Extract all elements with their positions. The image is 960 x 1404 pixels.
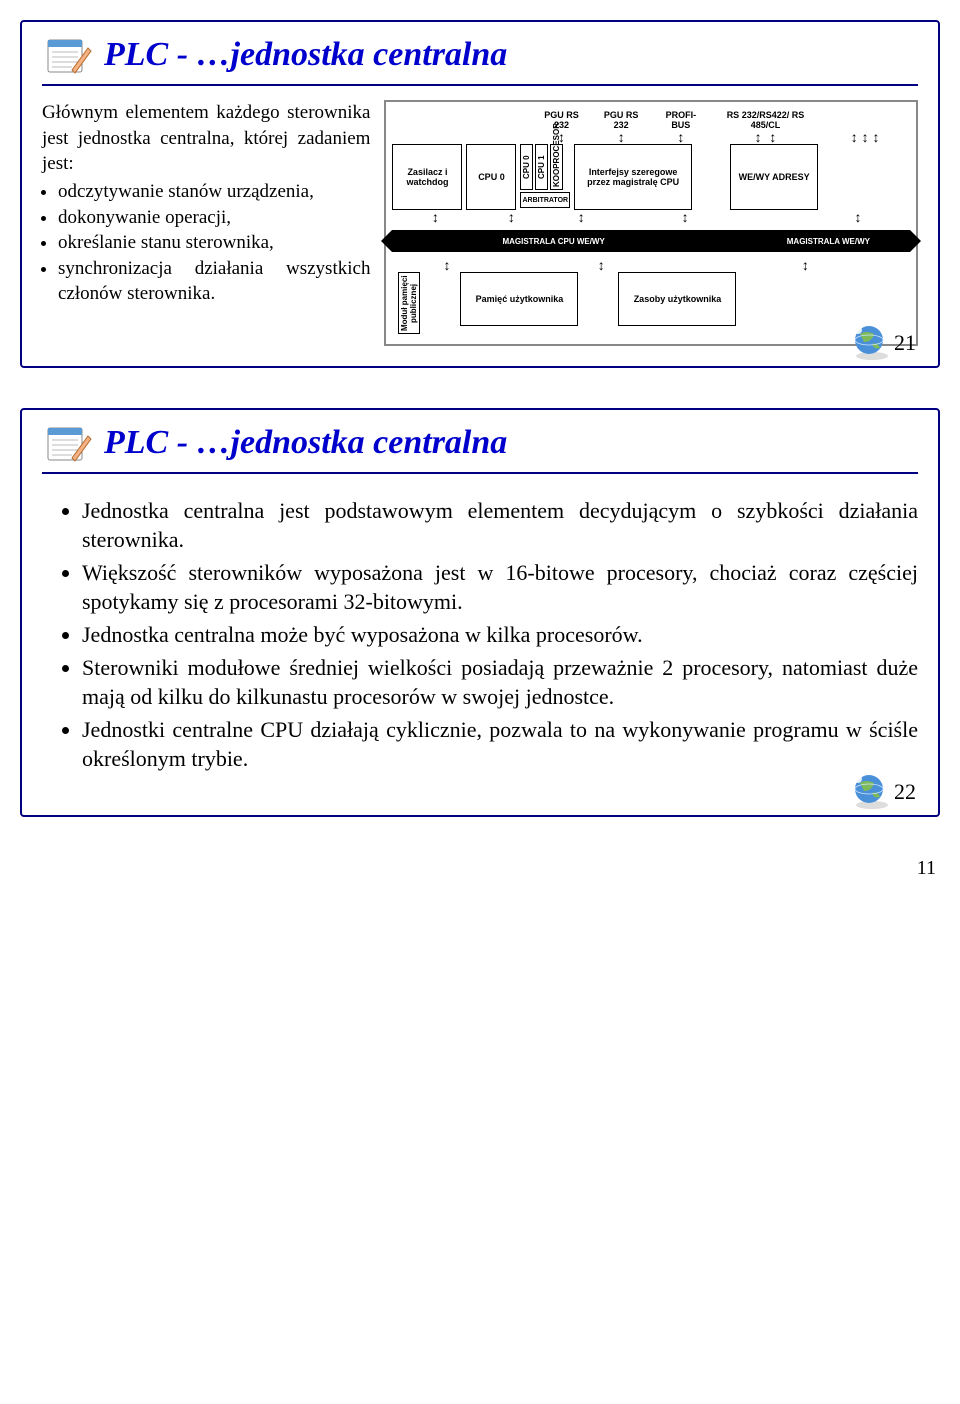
slide1-body: Głównym elementem każdego sterownika jes… — [42, 100, 918, 346]
slide-title: PLC - …jednostka centralna — [104, 424, 507, 462]
page-number: 21 — [894, 330, 916, 356]
arrow-row-mid: ↕ ↕ ↕ ↕ ↕ — [392, 212, 910, 222]
intro-text: Głównym elementem każdego sterownika jes… — [42, 102, 370, 174]
top-label: PROFI- BUS — [661, 110, 701, 130]
notepad-icon — [42, 422, 92, 464]
arrow-row-top: ↕ ↕ ↕ ↕ ↕ ↕ ↕ ↕ — [392, 132, 910, 142]
intro-bullet: odczytywanie stanów urządzenia, — [58, 179, 370, 205]
bullet-item: Większość sterowników wyposażona jest w … — [82, 558, 918, 616]
slide-1: PLC - …jednostka centralna Głównym eleme… — [20, 20, 940, 368]
intro-bullet: dokonywanie operacji, — [58, 205, 370, 231]
page-number: 22 — [894, 779, 916, 805]
globe-icon — [848, 320, 890, 362]
slide2-bullets: Jednostka centralna jest podstawowym ele… — [42, 496, 918, 773]
notepad-icon — [42, 34, 92, 76]
title-row: PLC - …jednostka centralna — [42, 422, 918, 474]
slide-2: PLC - …jednostka centralna Jednostka cen… — [20, 408, 940, 817]
box-zasilacz: Zasilacz i watchdog — [392, 144, 462, 210]
box-cpu0: CPU 0 — [466, 144, 516, 210]
bullet-item: Sterowniki modułowe średniej wielkości p… — [82, 653, 918, 711]
box-koprocesor: KOOPROCESOR — [550, 144, 563, 190]
cpu-block-diagram: PGU RS 232 PGU RS 232 PROFI- BUS RS 232/… — [384, 100, 918, 346]
box-cpu0v: CPU 0 — [520, 144, 533, 190]
intro-bullet: synchronizacja działania wszystkich czło… — [58, 256, 370, 307]
box-arbitrator: ARBITRATOR — [520, 192, 570, 208]
bus-label-right: MAGISTRALA WE/WY — [787, 237, 870, 246]
top-label: RS 232/RS422/ RS 485/CL — [720, 110, 810, 130]
diagram-row-1: Zasilacz i watchdog CPU 0 CPU 0 CPU 1 KO… — [392, 144, 910, 210]
diagram-row-2: Moduł pamięci publicznej Pamięć użytkown… — [392, 272, 910, 334]
bus-bar: MAGISTRALA CPU WE/WY MAGISTRALA WE/WY — [392, 230, 910, 252]
intro-bullets: odczytywanie stanów urządzenia, dokonywa… — [42, 179, 370, 307]
intro-bullet: określanie stanu sterownika, — [58, 230, 370, 256]
box-modul-pamieci: Moduł pamięci publicznej — [398, 272, 420, 334]
bullet-item: Jednostka centralna może być wyposażona … — [82, 620, 918, 649]
bus-label-left: MAGISTRALA CPU WE/WY — [502, 237, 604, 246]
box-zasoby: Zasoby użytkownika — [618, 272, 736, 326]
globe-icon — [848, 769, 890, 811]
top-label: PGU RS 232 — [542, 110, 582, 130]
bullet-item: Jednostka centralna jest podstawowym ele… — [82, 496, 918, 554]
footer-page-number: 11 — [20, 857, 940, 880]
bullet-item: Jednostki centralne CPU działają cyklicz… — [82, 715, 918, 773]
top-label: PGU RS 232 — [601, 110, 641, 130]
slide-title: PLC - …jednostka centralna — [104, 36, 507, 74]
box-interfejsy: Interfejsy szeregowe przez magistralę CP… — [574, 144, 692, 210]
box-wewy: WE/WY ADRESY — [730, 144, 818, 210]
title-row: PLC - …jednostka centralna — [42, 34, 918, 86]
arrow-row-bot: ↕ ↕ ↕ — [392, 260, 910, 270]
intro-block: Głównym elementem każdego sterownika jes… — [42, 100, 370, 346]
box-pamiec: Pamięć użytkownika — [460, 272, 578, 326]
box-cpu1v: CPU 1 — [535, 144, 548, 190]
diagram-top-labels: PGU RS 232 PGU RS 232 PROFI- BUS RS 232/… — [392, 110, 910, 130]
